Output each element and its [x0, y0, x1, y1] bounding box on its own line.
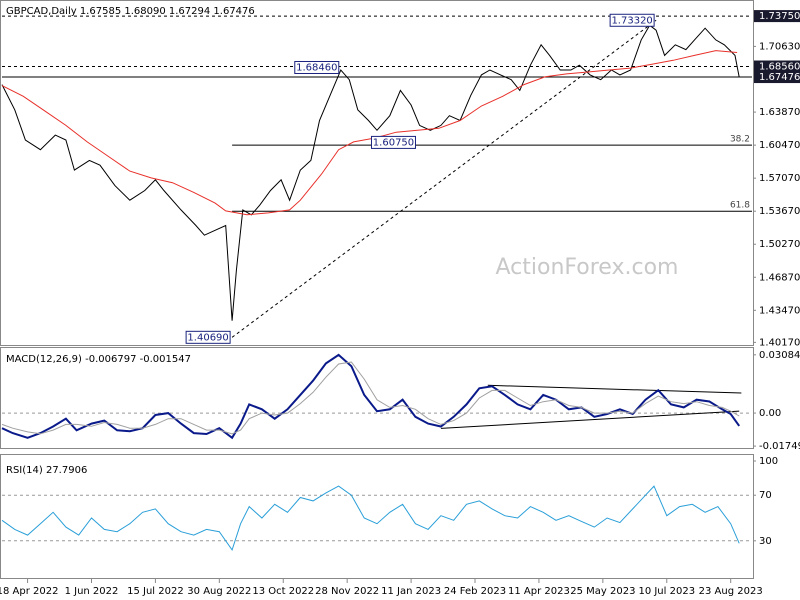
level-tag	[754, 10, 800, 23]
y-tick-label: 0.030847	[759, 350, 800, 361]
price-label: 1.73320	[611, 15, 652, 26]
price-label-box	[370, 135, 416, 149]
series-line	[1, 353, 741, 440]
level-label: 1.67476	[759, 72, 800, 83]
x-tick-label: 13 Oct 2022	[252, 586, 314, 597]
level-tag	[754, 71, 800, 84]
price-panel	[0, 0, 754, 346]
x-tick-label: 11 Apr 2023	[508, 586, 570, 597]
y-tick-label: 0.00	[759, 408, 781, 419]
x-tick-label: 30 Aug 2022	[187, 586, 251, 597]
y-tick-label: 1.60470	[759, 140, 800, 151]
price-label-box	[294, 60, 340, 74]
x-tick-label: 28 Nov 2022	[315, 586, 379, 597]
level-tag	[754, 60, 800, 73]
price-label: 1.68460	[296, 62, 337, 73]
y-tick-label: 1.53670	[759, 206, 800, 217]
series-line	[1, 50, 738, 216]
x-tick-label: 25 May 2023	[570, 586, 635, 597]
x-tick-label: 1 Jun 2022	[65, 586, 119, 597]
y-tick-label: 1.63870	[759, 107, 800, 118]
y-tick-label: 70	[759, 490, 772, 501]
series-line	[1, 24, 740, 321]
fib-label: 61.8	[730, 201, 750, 211]
x-tick-label: 11 Jan 2023	[381, 586, 441, 597]
level-label: 1.73750	[759, 11, 800, 22]
x-tick-label: 24 Feb 2023	[444, 586, 506, 597]
fib-label: 38.2	[730, 135, 750, 145]
x-tick-label: 23 Aug 2023	[699, 586, 763, 597]
panel-title: GBPCAD,Daily 1.67585 1.68090 1.67294 1.6…	[6, 6, 255, 17]
watermark: ActionForex.com	[496, 255, 679, 280]
trendline	[231, 19, 657, 338]
trendline	[487, 384, 742, 394]
rsi-panel	[0, 454, 754, 579]
y-tick-label: 1.50270	[759, 239, 800, 250]
series-line	[1, 361, 740, 435]
x-tick-label: 10 Jul 2023	[638, 586, 695, 597]
price-label-box	[185, 330, 231, 344]
y-tick-label: 1.57070	[759, 173, 800, 184]
y-tick-label: 1.70630	[759, 41, 800, 52]
y-tick-label: 100	[759, 456, 778, 467]
x-tick-label: 15 Jul 2022	[127, 586, 184, 597]
y-tick-label: 1.46870	[759, 272, 800, 283]
x-tick-label: 18 Apr 2022	[0, 586, 58, 597]
price-label: 1.40690	[187, 332, 228, 343]
trendline	[440, 410, 740, 429]
level-label: 1.68560	[759, 62, 800, 73]
price-label-box	[609, 13, 655, 27]
panel-title: RSI(14) 27.7906	[6, 465, 87, 476]
macd-panel	[0, 347, 754, 449]
y-tick-label: 30	[759, 536, 772, 547]
y-tick-label: -0.017498	[759, 441, 800, 452]
price-label: 1.60750	[373, 137, 414, 148]
panel-title: MACD(12,26,9) -0.006797 -0.001547	[6, 354, 191, 365]
series-line	[1, 485, 740, 552]
y-tick-label: 1.43470	[759, 305, 800, 316]
y-tick-label: 1.40170	[759, 337, 800, 348]
